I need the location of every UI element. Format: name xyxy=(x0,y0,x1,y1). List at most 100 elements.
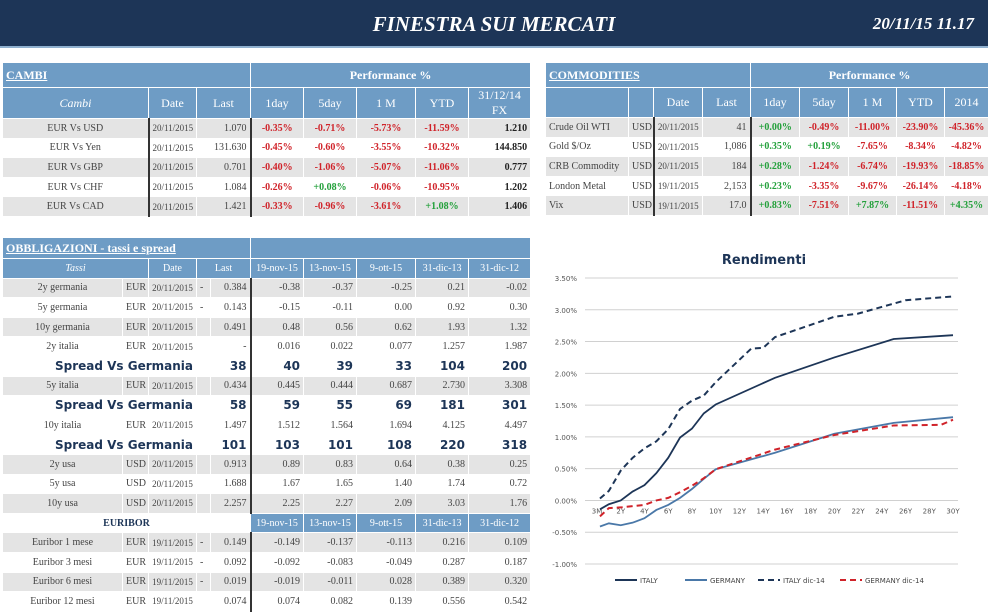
rate-cell xyxy=(196,316,211,338)
column-header-cell: 31/12/14 FX xyxy=(468,87,532,119)
column-header: Date Last 1day 5day 1 M YTD 2014 xyxy=(545,87,988,118)
euribor-cell: EUR xyxy=(122,551,149,573)
euribor-row: Euribor 12 mesi EUR 19/11/2015 0.074 0.074 0.… xyxy=(2,591,532,612)
rate-cell: -0.25 xyxy=(356,277,417,299)
column-header-cell: Cambi xyxy=(2,87,149,119)
cambi-cell: +0.08% xyxy=(303,176,358,198)
cambi-cell: 1.406 xyxy=(468,196,532,217)
commodity-row: Crude Oil WTI USD 20/11/2015 41 +0.00% -0.49%… xyxy=(545,117,988,138)
euribor-cell: 0.139 xyxy=(356,591,417,612)
commodity-row: London Metal USD 19/11/2015 2,153 +0.23% -3.3… xyxy=(545,175,988,197)
commodity-cell: -1.24% xyxy=(799,156,849,177)
rate-cell: - xyxy=(196,277,211,299)
obbligazioni-table: OBBLIGAZIONI - tassi e spread Tassi Date La… xyxy=(1,237,532,612)
rate-cell: USD xyxy=(122,453,149,475)
commodity-cell: Crude Oil WTI xyxy=(545,117,629,138)
cambi-cell: 0.777 xyxy=(468,157,532,178)
rate-cell: 0.384 xyxy=(209,277,252,299)
euribor-cell: Euribor 1 mese xyxy=(2,532,123,553)
rate-cell: 4.125 xyxy=(415,414,470,436)
rate-cell: 0.30 xyxy=(468,297,532,318)
cambi-cell: -1.06% xyxy=(303,157,358,178)
commodity-cell: +0.35% xyxy=(749,136,800,158)
rate-cell: 2.730 xyxy=(415,375,470,397)
cambi-cell: -0.45% xyxy=(249,137,305,159)
euribor-cell: Euribor 6 mesi xyxy=(2,571,123,593)
spread-value: 103 xyxy=(249,434,305,455)
rate-row: 5y usa USD 20/11/2015 1.688 1.67 1.65 1.40 1.74… xyxy=(2,473,532,495)
euribor-header: EURIBOR 19-nov-15 13-nov-15 9-ott-15 31-dic-… xyxy=(1,512,532,534)
column-header-cell: Last xyxy=(702,87,751,118)
spread-value: 59 xyxy=(249,395,305,416)
column-header-cell xyxy=(545,87,629,118)
spread-row: Spread Vs Germania 38 40 39 33 104 200 xyxy=(2,355,532,377)
commodity-cell: -6.74% xyxy=(848,156,897,177)
cambi-cell: 1.202 xyxy=(468,176,532,198)
commodity-cell: 20/11/2015 xyxy=(652,156,703,177)
chart-title: Rendimenti xyxy=(722,253,806,268)
rate-cell: 2y usa xyxy=(2,453,123,475)
cambi-row: EUR Vs Yen 20/11/2015 131.630 -0.45% -0.60% -… xyxy=(2,137,532,159)
rate-cell xyxy=(196,493,211,514)
cambi-cell: 20/11/2015 xyxy=(147,176,197,198)
commodity-cell: -7.51% xyxy=(799,195,849,216)
column-header-cell: 1 M xyxy=(848,87,897,118)
rate-cell: - xyxy=(209,336,252,357)
x-tick-label: 4Y xyxy=(640,507,649,515)
rate-row: 2y italia EUR 20/11/2015-0.016 0.022 0.077 1.… xyxy=(2,336,532,357)
rate-cell: USD xyxy=(122,473,149,495)
rate-cell: 0.00 xyxy=(356,297,417,318)
rate-cell: EUR xyxy=(122,414,149,436)
cambi-cell: EUR Vs Yen xyxy=(2,137,149,159)
euribor-cell: 19/11/2015 xyxy=(148,551,197,573)
cambi-cell: -0.71% xyxy=(303,118,358,139)
euribor-cell: 19/11/2015 xyxy=(148,591,197,612)
legend-label: GERMANY xyxy=(710,577,746,585)
spread-row: Spread Vs Germania 58 59 55 69 181 301 xyxy=(2,395,532,416)
euribor-cell: 0.082 xyxy=(303,591,358,612)
commodity-cell: +0.23% xyxy=(749,175,800,197)
y-tick-label: 1.00% xyxy=(555,434,578,442)
column-header-cell: 13-nov-15 xyxy=(303,258,358,279)
commodity-cell: -4.18% xyxy=(943,175,988,197)
column-header-cell: 13-nov-15 xyxy=(303,512,358,534)
cambi-cell: EUR Vs GBP xyxy=(2,157,149,178)
euribor-cell: Euribor 12 mesi xyxy=(2,591,123,612)
spread-row: Spread Vs Germania 101 103 101 108 220 318 xyxy=(2,434,532,455)
cambi-cell: -11.59% xyxy=(415,118,470,139)
rate-cell: 10y italia xyxy=(2,414,123,436)
rate-cell: 0.016 xyxy=(249,336,305,357)
x-tick-label: 10Y xyxy=(709,507,723,515)
series-line-2 xyxy=(599,295,954,500)
section-header: CAMBI Performance % xyxy=(1,62,532,88)
column-header-cell: 31-dic-12 xyxy=(468,512,532,534)
x-tick-label: 16Y xyxy=(780,507,794,515)
euribor-cell: 0.074 xyxy=(249,591,305,612)
euribor-cell: EUR xyxy=(122,591,149,612)
column-header-cell: 31-dic-13 xyxy=(415,258,470,279)
rate-row: 10y germania EUR 20/11/2015 0.491 0.48 0.56 0.… xyxy=(2,316,532,338)
header-filler xyxy=(250,237,532,259)
euribor-cell: 19/11/2015 xyxy=(148,571,197,593)
y-tick-label: -0.50% xyxy=(552,529,577,537)
rate-cell xyxy=(196,414,211,436)
column-header-cell: 31-dic-13 xyxy=(415,512,470,534)
rate-cell: 0.434 xyxy=(209,375,252,397)
rate-cell: 0.62 xyxy=(356,316,417,338)
rate-cell: 0.077 xyxy=(356,336,417,357)
rate-cell: 1.67 xyxy=(249,473,305,495)
rate-cell: 20/11/2015 xyxy=(148,277,197,299)
cambi-cell: 20/11/2015 xyxy=(147,196,197,217)
cambi-row: EUR Vs GBP 20/11/2015 0.701 -0.40% -1.06% -5.… xyxy=(2,157,532,178)
euribor-cell: -0.019 xyxy=(249,571,305,593)
rendimenti-chart: Rendimenti -1.00% -0.50% 0.00% 0.50% 1.00% 1.5… xyxy=(552,253,960,585)
euribor-cell: -0.149 xyxy=(249,532,305,553)
section-header: OBBLIGAZIONI - tassi e spread xyxy=(1,237,532,259)
rate-cell: USD xyxy=(122,493,149,514)
x-tick-label: 12Y xyxy=(733,507,747,515)
section-title: OBBLIGAZIONI - tassi e spread xyxy=(1,237,252,259)
column-header-cell: 2014 xyxy=(943,87,988,118)
legend-label: ITALY xyxy=(640,577,659,585)
commodity-cell: -11.51% xyxy=(896,195,945,216)
euribor-cell: -0.137 xyxy=(303,532,358,553)
